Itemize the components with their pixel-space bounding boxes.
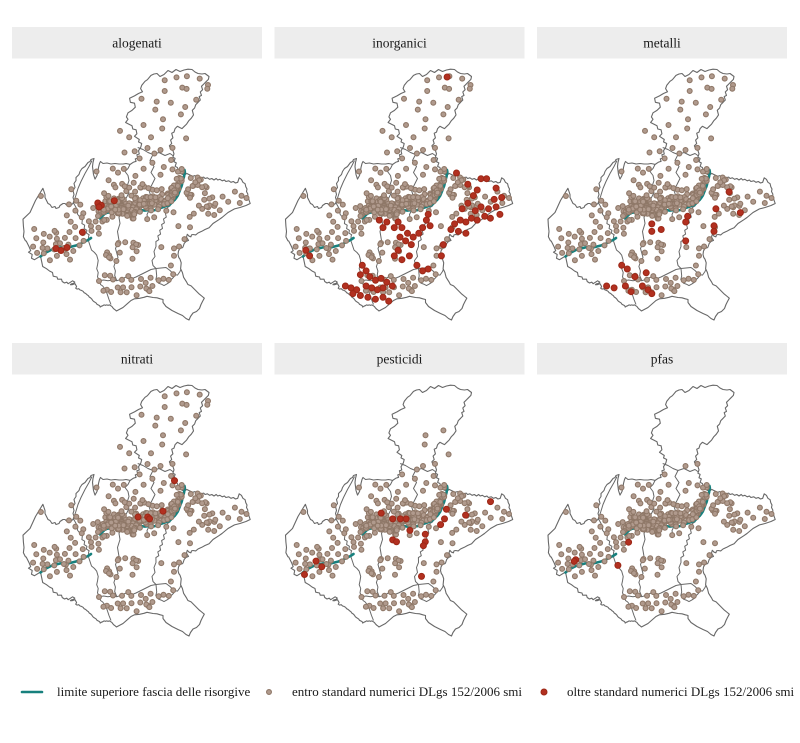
svg-text:oltre standard numerici DLgs 1: oltre standard numerici DLgs 152/2006 sm… (567, 684, 794, 699)
svg-text:nitrati: nitrati (121, 351, 153, 366)
svg-text:entro standard numerici DLgs 1: entro standard numerici DLgs 152/2006 sm… (292, 684, 522, 699)
svg-text:pesticidi: pesticidi (377, 351, 423, 366)
svg-text:inorganici: inorganici (372, 35, 427, 50)
svg-text:limite superiore fascia delle: limite superiore fascia delle risorgive (57, 684, 250, 699)
svg-text:alogenati: alogenati (112, 35, 162, 50)
svg-text:metalli: metalli (643, 35, 681, 50)
svg-text:pfas: pfas (651, 351, 674, 366)
